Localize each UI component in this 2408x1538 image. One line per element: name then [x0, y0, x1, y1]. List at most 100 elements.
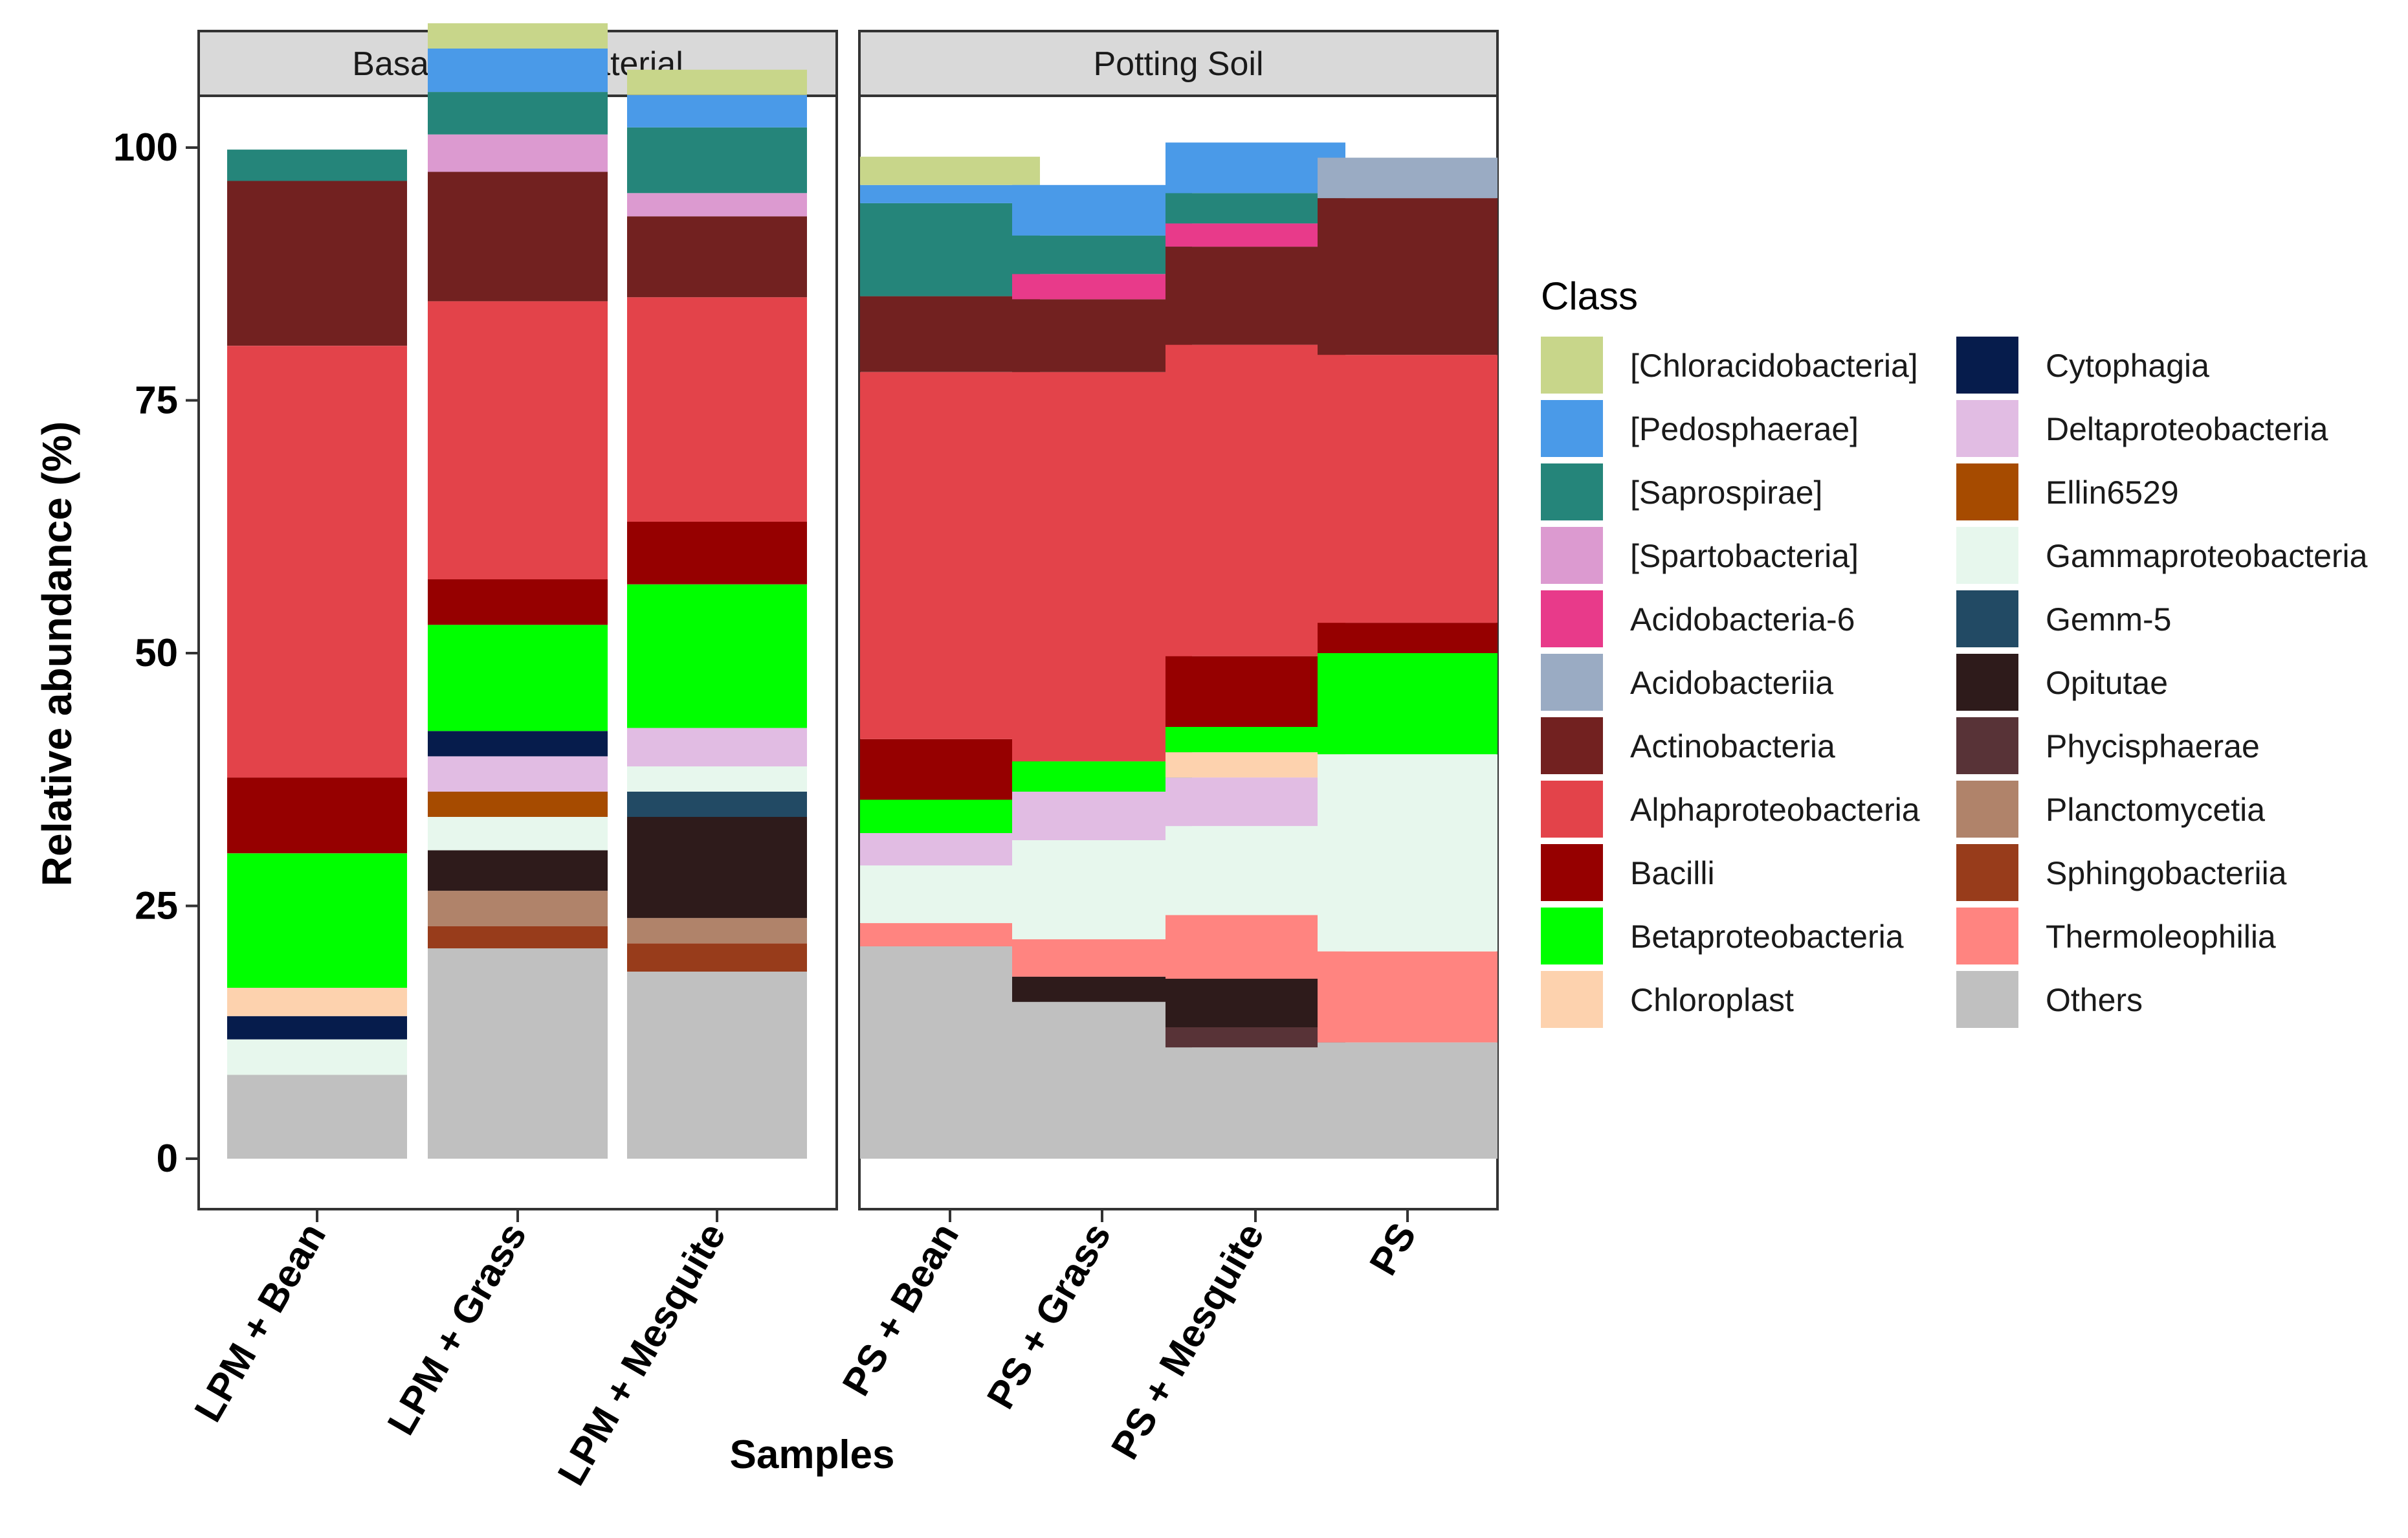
legend-swatch	[1956, 654, 2018, 711]
y-tick-label: 25	[135, 884, 178, 928]
bar-segment-acidobacteriia	[1318, 157, 1497, 199]
legend-label: [Saprospirae]	[1630, 474, 1822, 511]
legend-swatch	[1541, 781, 1603, 838]
bar-segment-actinobacteria	[1165, 247, 1345, 345]
bar-ps-grass	[1012, 184, 1192, 1159]
legend-item-spartobacteria: [Spartobacteria]	[1541, 527, 1859, 584]
bar-segment-others	[1318, 1042, 1497, 1159]
legend-label: Chloroplast	[1630, 982, 1794, 1018]
bar-segment-opitutae	[627, 817, 807, 919]
x-tick-label: LPM + Mesquite	[549, 1216, 735, 1493]
legend-label: Phycisphaerae	[2046, 728, 2260, 764]
y-tick-label: 0	[157, 1137, 178, 1180]
bar-segment-alphaproteobacteria	[860, 372, 1040, 739]
bar-segment-saprospirae	[627, 127, 807, 194]
legend-item-acidobacteria-6: Acidobacteria-6	[1541, 590, 1855, 647]
legend-swatch	[1956, 717, 2018, 774]
bar-segment-betaproteobacteria	[428, 625, 608, 731]
legend-label: Gammaproteobacteria	[2046, 538, 2368, 574]
bar-segment-opitutae	[1012, 976, 1192, 1002]
legend-item-saprospirae: [Saprospirae]	[1541, 463, 1822, 520]
legend-swatch	[1541, 527, 1603, 584]
legend-item-sphingobacteriia: Sphingobacteriia	[1956, 844, 2287, 901]
x-tick-label: PS + Grass	[978, 1216, 1119, 1416]
y-tick-label: 75	[135, 379, 178, 422]
bar-segment-spartobacteria	[627, 193, 807, 217]
x-axis-title: Samples	[729, 1432, 894, 1477]
bar-segment-alphaproteobacteria	[1165, 344, 1345, 656]
legend-item-deltaproteobacteria: Deltaproteobacteria	[1956, 400, 2328, 457]
bar-segment-saprospirae	[227, 150, 407, 181]
bar-segment-chloracidobacteria	[860, 157, 1040, 185]
bar-segment-actinobacteria	[860, 296, 1040, 372]
bar-segment-actinobacteria	[1318, 198, 1497, 355]
bar-segment-saprospirae	[1165, 193, 1345, 224]
bar-segment-others	[428, 948, 608, 1159]
bar-segment-saprospirae	[1012, 235, 1192, 274]
bar-segment-spartobacteria	[428, 134, 608, 172]
legend-label: Actinobacteria	[1630, 728, 1835, 764]
legend-label: Deltaproteobacteria	[2046, 411, 2328, 447]
bar-ps-bean	[860, 157, 1040, 1159]
legend-item-acidobacteriia: Acidobacteriia	[1541, 654, 1833, 711]
y-tick-label: 50	[135, 631, 178, 674]
bar-segment-others	[1012, 1001, 1192, 1159]
facet-strip	[858, 30, 1499, 97]
legend-swatch	[1956, 781, 2018, 838]
bar-segment-gammaproteobacteria	[227, 1039, 407, 1075]
bar-segment-deltaproteobacteria	[1165, 777, 1345, 827]
y-axis-title: Relative abundance (%)	[34, 421, 80, 886]
bar-segment-cytophagia	[227, 1016, 407, 1040]
legend-label: Planctomycetia	[2046, 792, 2265, 828]
legend-label: Alphaproteobacteria	[1630, 792, 1920, 828]
legend-label: Opitutae	[2046, 665, 2168, 701]
bar-ps-mesquite	[1165, 142, 1345, 1159]
legend-label: Betaproteobacteria	[1630, 919, 1904, 955]
bar-segment-planctomycetia	[428, 891, 608, 926]
bar-segment-thermoleophilia	[860, 923, 1040, 946]
legend-swatch	[1956, 590, 2018, 647]
bar-segment-saprospirae	[428, 92, 608, 135]
legend-swatch	[1956, 337, 2018, 394]
legend-label: Acidobacteria-6	[1630, 601, 1855, 638]
bar-segment-betaproteobacteria	[1012, 761, 1192, 792]
bar-segment-cytophagia	[428, 731, 608, 757]
bar-segment-actinobacteria	[1012, 299, 1192, 372]
legend-swatch	[1956, 971, 2018, 1028]
legend-swatch	[1541, 337, 1603, 394]
bar-segment-betaproteobacteria	[1318, 653, 1497, 755]
bar-segment-betaproteobacteria	[627, 584, 807, 728]
bar-segment-ellin6529	[428, 792, 608, 817]
legend-label: [Chloracidobacteria]	[1630, 348, 1918, 384]
legend-label: Sphingobacteriia	[2046, 855, 2287, 891]
legend-swatch	[1956, 400, 2018, 457]
x-tick-label: PS + Bean	[834, 1216, 967, 1403]
bar-ps	[1318, 157, 1497, 1159]
bar-segment-actinobacteria	[428, 172, 608, 302]
bar-segment-betaproteobacteria	[1165, 727, 1345, 753]
legend-item-pedosphaerae: [Pedosphaerae]	[1541, 400, 1859, 457]
bar-segment-gammaproteobacteria	[1012, 840, 1192, 940]
y-axis: 0 25 50 75 100	[113, 126, 199, 1180]
bar-segment-betaproteobacteria	[860, 799, 1040, 833]
bars-layer	[227, 23, 1497, 1159]
bar-segment-bacilli	[860, 739, 1040, 800]
legend-swatch	[1541, 463, 1603, 520]
legend-label: Acidobacteriia	[1630, 665, 1833, 701]
legend-item-ellin6529: Ellin6529	[1956, 463, 2179, 520]
legend-title: Class	[1541, 274, 1638, 318]
bar-segment-gemm-5	[627, 792, 807, 817]
legend-swatch	[1541, 590, 1603, 647]
legend-swatch	[1541, 400, 1603, 457]
legend-swatch	[1956, 527, 2018, 584]
legend-swatch	[1541, 717, 1603, 774]
legend-item-cytophagia: Cytophagia	[1956, 337, 2209, 394]
bar-segment-actinobacteria	[227, 181, 407, 346]
bar-segment-chloracidobacteria	[627, 69, 807, 95]
bar-segment-deltaproteobacteria	[1012, 792, 1192, 840]
legend-item-gammaproteobacteria: Gammaproteobacteria	[1956, 527, 2368, 584]
bar-segment-alphaproteobacteria	[627, 297, 807, 522]
legend-item-alphaproteobacteria: Alphaproteobacteria	[1541, 781, 1920, 838]
bar-lpm-bean	[227, 150, 407, 1159]
